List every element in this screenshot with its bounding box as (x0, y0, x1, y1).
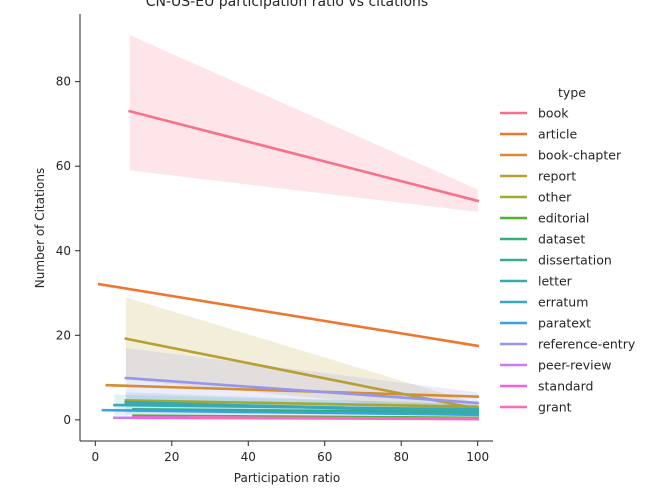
series-line-grant (189, 416, 480, 421)
x-tick-label: 80 (394, 450, 409, 464)
series-line-paratext (101, 408, 480, 417)
legend-label-article: article (538, 127, 578, 142)
x-tick-label: 100 (466, 450, 489, 464)
axis-ticks: 0 20 40 60 80 100 0 20 40 60 80 (56, 75, 489, 464)
legend-label-reference-entry: reference-entry (538, 337, 636, 352)
legend-label-book: book (538, 106, 569, 121)
series-line-erratum (113, 403, 480, 411)
x-axis-label: Participation ratio (234, 471, 340, 485)
x-tick-label: 40 (241, 450, 256, 464)
y-tick-label: 0 (63, 413, 71, 427)
y-tick-label: 20 (56, 328, 71, 342)
legend-label-book-chapter: book-chapter (538, 148, 622, 163)
y-tick-label: 40 (56, 244, 71, 258)
confidence-band-book (129, 35, 478, 212)
legend: book article book-chapter report other editor… (500, 106, 636, 415)
confidence-bands (114, 35, 478, 416)
x-tick-label: 0 (91, 450, 99, 464)
legend-label-dissertation: dissertation (538, 253, 612, 268)
x-tick-label: 60 (317, 450, 332, 464)
chart-title: CN-US-EU participation ratio vs citation… (146, 0, 428, 10)
legend-label-standard: standard (538, 379, 593, 394)
series-line-other (124, 399, 480, 409)
series-line-article (97, 282, 480, 348)
y-axis-label: Number of Citations (33, 168, 47, 288)
legend-title: type (558, 85, 586, 100)
legend-label-report: report (538, 169, 576, 184)
legend-label-peer-review: peer-review (538, 358, 612, 373)
legend-label-erratum: erratum (538, 295, 588, 310)
x-tick-label: 20 (164, 450, 179, 464)
y-tick-label: 80 (56, 75, 71, 89)
legend-label-grant: grant (538, 400, 572, 415)
y-tick-label: 60 (56, 159, 71, 173)
series-line-report (124, 337, 480, 411)
legend-label-letter: letter (538, 274, 573, 289)
legend-label-dataset: dataset (538, 232, 585, 247)
series-line-reference-entry (124, 376, 480, 405)
legend-label-editorial: editorial (538, 211, 589, 226)
legend-label-other: other (538, 190, 572, 205)
series-lines (97, 109, 480, 421)
series-line-book (128, 109, 480, 203)
legend-label-paratext: paratext (538, 316, 591, 331)
